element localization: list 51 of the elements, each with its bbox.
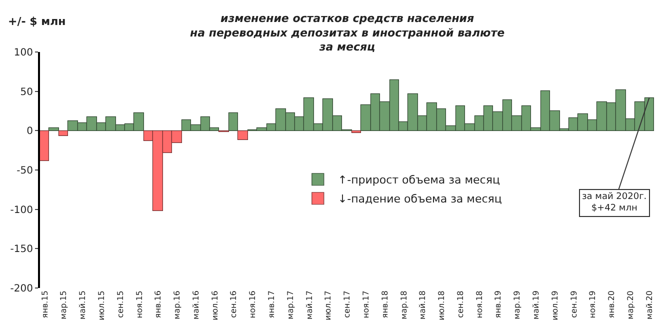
y-axis-title: +/- $ млн <box>8 15 66 28</box>
x-tick-label: ноя.18 <box>474 290 484 318</box>
y-tick-label: 50 <box>20 86 33 98</box>
x-tick-label: июл.19 <box>550 290 560 320</box>
bar <box>48 127 59 131</box>
y-tick-label: -50 <box>16 166 33 176</box>
bar <box>228 112 238 131</box>
x-tick-label: сен.15 <box>116 290 125 318</box>
x-tick-label: мар.16 <box>172 290 182 320</box>
x-tick-label: май.15 <box>78 290 88 320</box>
x-tick-label: мар.18 <box>399 290 408 320</box>
chart-title: изменение остатков средств населения на переводных депозитах в иностранной валюте за месяц <box>190 12 506 54</box>
x-tick-label: ноя.17 <box>361 290 370 318</box>
y-tick-label: -150 <box>10 244 33 256</box>
x-tick-label: май.20 <box>644 290 654 320</box>
legend-label: ↑-прирост объема за месяц <box>338 174 500 187</box>
x-tick-label: янв.15 <box>40 290 50 318</box>
x-tick-label: сен.18 <box>456 290 465 318</box>
bar <box>40 130 49 161</box>
x-tick-label: июл.18 <box>437 290 446 320</box>
y-tick-label: -200 <box>10 284 33 294</box>
x-tick-label: мар.17 <box>286 290 295 320</box>
x-tick-label: май.16 <box>191 290 200 320</box>
x-tick-label: янв.18 <box>380 290 390 318</box>
x-tick-label: янв.19 <box>494 290 503 318</box>
x-tick-label: сен.16 <box>229 290 238 318</box>
x-tick-label: мар.15 <box>59 290 68 320</box>
x-tick-label: янв.16 <box>154 290 163 318</box>
bar <box>237 130 248 140</box>
x-tick-label: май.19 <box>532 290 541 320</box>
bar <box>58 130 68 136</box>
x-tick-label: ноя.19 <box>588 290 598 318</box>
x-tick-label: ноя.15 <box>134 290 144 318</box>
x-tick-label: ноя.16 <box>248 290 258 318</box>
bar <box>351 130 361 133</box>
x-tick-label: сен.17 <box>342 290 352 318</box>
y-tick-label: -100 <box>10 204 33 216</box>
y-tick-label: 100 <box>14 48 33 58</box>
legend-label: ↓-падение объема за месяц <box>338 192 502 206</box>
x-tick-label: май.17 <box>304 290 314 320</box>
y-tick-label: 0 <box>26 126 33 138</box>
x-tick-label: июл.15 <box>97 290 106 320</box>
x-tick-label: июл.17 <box>324 290 333 320</box>
x-tick-label: янв.20 <box>607 290 616 318</box>
x-tick-label: янв.17 <box>267 290 276 318</box>
x-tick-label: май.18 <box>418 290 428 320</box>
x-tick-label: июл.16 <box>210 290 220 320</box>
annotation: за май 2020г. $+42 млн <box>582 192 647 214</box>
x-tick-label: мар.20 <box>626 290 635 320</box>
x-tick-label: сен.19 <box>569 290 578 318</box>
x-tick-label: мар.19 <box>512 290 522 320</box>
